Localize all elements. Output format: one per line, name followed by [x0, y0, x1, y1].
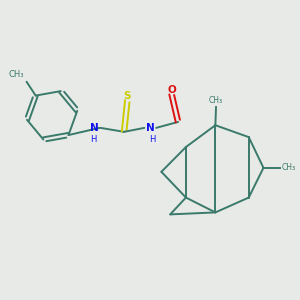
- Text: CH₃: CH₃: [8, 70, 24, 79]
- Text: H: H: [90, 135, 96, 144]
- Text: S: S: [124, 91, 131, 101]
- Text: CH₃: CH₃: [209, 96, 223, 105]
- Text: N: N: [90, 123, 99, 133]
- Text: CH₃: CH₃: [281, 163, 296, 172]
- Text: N: N: [146, 123, 154, 133]
- Text: H: H: [149, 135, 155, 144]
- Text: O: O: [167, 85, 176, 95]
